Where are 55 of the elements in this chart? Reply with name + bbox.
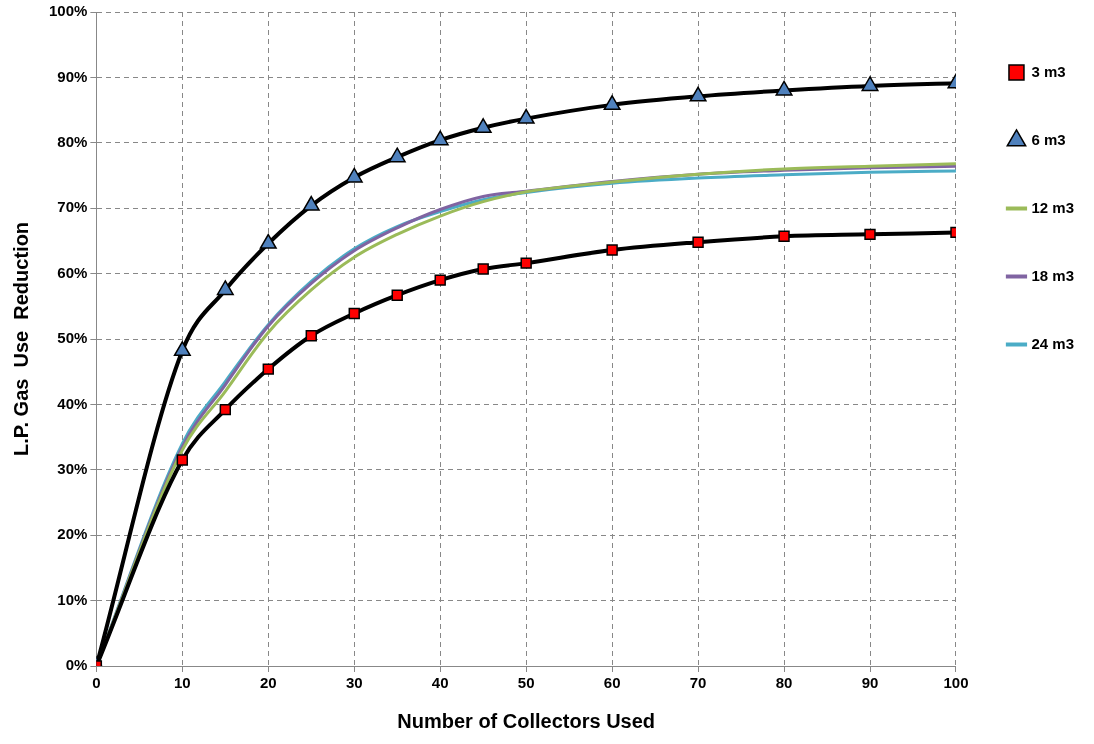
- point: [302, 195, 320, 211]
- point: [391, 289, 403, 301]
- y-tick-label: 80%: [57, 132, 88, 150]
- point: [778, 230, 790, 243]
- point: [603, 95, 621, 111]
- x-tick-label: 100: [943, 674, 969, 692]
- y-tick-label: 90%: [57, 67, 88, 85]
- x-tick-label: 30: [345, 674, 363, 692]
- point: [689, 86, 707, 102]
- y-tick-label: 100%: [48, 2, 88, 20]
- point: [775, 80, 793, 96]
- x-tick-label: 10: [173, 674, 191, 692]
- y-tick-label: 20%: [57, 525, 88, 543]
- y-tick-label: 30%: [57, 459, 88, 477]
- legend-label: 24 m3: [1031, 334, 1075, 352]
- point: [216, 280, 234, 296]
- point: [477, 263, 489, 275]
- point: [219, 403, 232, 416]
- point: [864, 228, 876, 241]
- x-tick-label: 80: [775, 674, 793, 692]
- point: [517, 108, 535, 124]
- point: [861, 76, 879, 92]
- point: [262, 363, 274, 375]
- y-tick-label: 0%: [65, 656, 88, 674]
- x-tick-label: 90: [861, 674, 879, 692]
- y-tick-label: 60%: [57, 263, 88, 281]
- point: [348, 307, 360, 320]
- x-tick-label: 50: [517, 674, 535, 692]
- point: [345, 167, 363, 183]
- legend-label: 6 m3: [1031, 130, 1066, 148]
- point: [520, 257, 532, 269]
- point: [388, 147, 406, 163]
- y-tick-label: 10%: [57, 590, 88, 608]
- point: [692, 236, 704, 248]
- legend-label: 18 m3: [1031, 266, 1075, 284]
- y-tick-label: 70%: [57, 198, 88, 216]
- point: [431, 130, 449, 146]
- point: [474, 118, 492, 134]
- point: [305, 330, 317, 342]
- x-tick-label: 70: [689, 674, 707, 692]
- legend-label: 3 m3: [1031, 62, 1066, 80]
- x-tick-label: 60: [603, 674, 621, 692]
- x-tick-label: 20: [259, 674, 277, 692]
- point: [176, 454, 189, 466]
- y-tick-label: 50%: [57, 329, 88, 347]
- x-tick-label: 0: [92, 674, 101, 692]
- legend-label: 12 m3: [1031, 198, 1075, 216]
- point: [173, 341, 191, 357]
- point: [434, 274, 446, 286]
- point: [259, 233, 277, 249]
- y-axis-title: L.P. Gas Use Reduction: [9, 221, 32, 457]
- x-axis-title: Number of Collectors Used: [397, 709, 656, 732]
- point: [606, 244, 618, 256]
- y-tick-label: 40%: [57, 394, 88, 412]
- x-tick-label: 40: [431, 674, 449, 692]
